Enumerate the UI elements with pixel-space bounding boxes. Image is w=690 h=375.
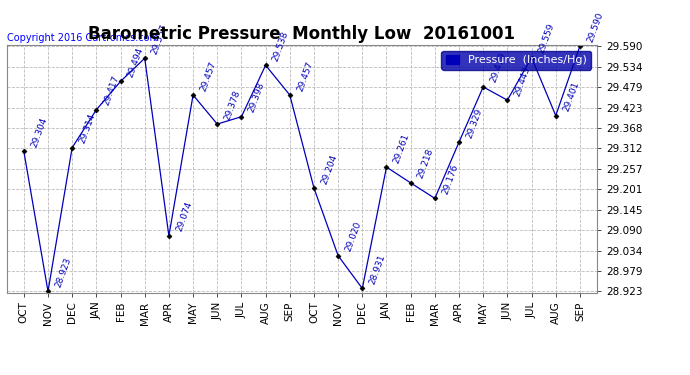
- Text: 29.074: 29.074: [175, 201, 194, 233]
- Text: 29.176: 29.176: [440, 163, 460, 196]
- Text: 29.457: 29.457: [199, 60, 218, 92]
- Text: 29.443: 29.443: [513, 65, 532, 98]
- Title: Barometric Pressure  Monthly Low  20161001: Barometric Pressure Monthly Low 20161001: [88, 26, 515, 44]
- Text: 29.204: 29.204: [319, 153, 339, 185]
- Text: 29.378: 29.378: [223, 88, 242, 121]
- Text: 29.314: 29.314: [78, 112, 97, 145]
- Text: 29.261: 29.261: [392, 132, 411, 164]
- Text: 29.457: 29.457: [295, 60, 315, 92]
- Text: 29.557: 29.557: [150, 23, 170, 56]
- Text: 29.590: 29.590: [586, 10, 604, 44]
- Text: 29.304: 29.304: [30, 116, 48, 148]
- Text: 29.020: 29.020: [344, 220, 363, 253]
- Text: 28.923: 28.923: [54, 256, 72, 289]
- Text: 29.479: 29.479: [489, 52, 508, 84]
- Text: 29.559: 29.559: [537, 22, 556, 55]
- Text: 29.329: 29.329: [464, 107, 484, 139]
- Text: 28.931: 28.931: [368, 253, 387, 286]
- Text: 29.538: 29.538: [271, 30, 290, 63]
- Legend: Pressure  (Inches/Hg): Pressure (Inches/Hg): [442, 51, 591, 69]
- Text: 29.398: 29.398: [247, 81, 266, 114]
- Text: 29.218: 29.218: [416, 148, 435, 180]
- Text: 29.417: 29.417: [102, 74, 121, 107]
- Text: 29.401: 29.401: [561, 80, 580, 113]
- Text: 29.494: 29.494: [126, 46, 145, 79]
- Text: Copyright 2016 Cartronics.com: Copyright 2016 Cartronics.com: [7, 33, 159, 42]
